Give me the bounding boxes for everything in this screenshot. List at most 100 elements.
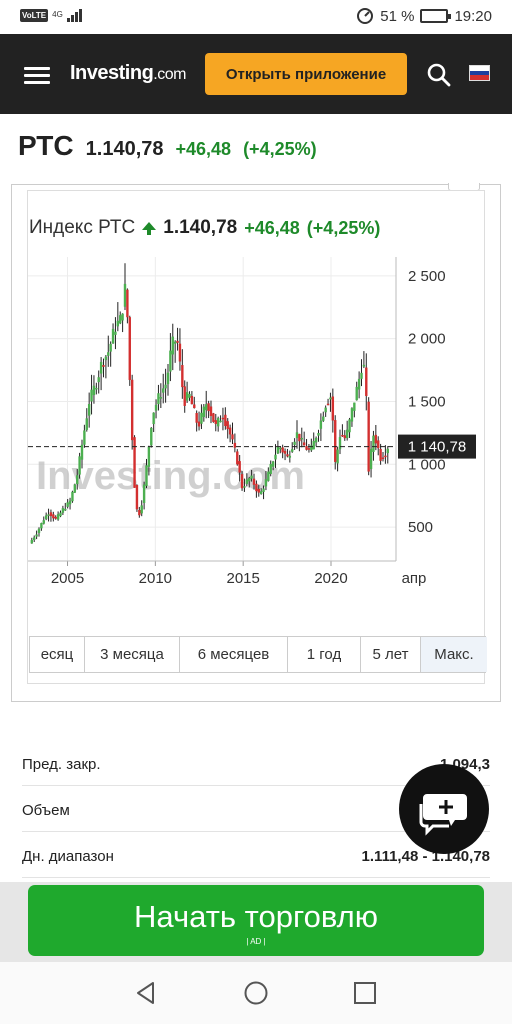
candle-body [216,418,220,427]
candle-body [269,463,272,475]
candle-body [162,388,165,393]
current-price-label: 1 140,78 [408,439,466,456]
candle-body [66,502,69,507]
candle-body [99,361,103,374]
candle-body [73,484,77,493]
stat-row-day-range: Дн. диапазон 1.111,48 - 1.140,78 [22,832,490,878]
candle-body [145,465,148,486]
start-trading-button[interactable]: Начать торговлю | AD | [28,885,484,956]
candle-body [59,512,62,517]
candle-body [150,427,153,446]
candle-body [271,461,275,467]
candle-body [226,421,229,430]
candle-body [130,379,134,441]
candle-body [40,523,43,529]
candle-body [207,403,210,412]
range-option[interactable]: 1 год [288,637,361,672]
candle-body [133,437,136,488]
range-option[interactable]: Макс. [421,637,487,672]
candle-body [197,421,201,427]
recents-icon[interactable] [352,980,378,1006]
candle-body [169,350,172,372]
candle-body [221,417,225,420]
range-option[interactable]: 3 месяца [85,637,180,672]
candle-body [334,420,337,462]
home-icon[interactable] [243,980,269,1006]
system-nav-bar [0,962,512,1024]
candle-body [293,441,296,445]
y-tick-label: 500 [408,519,433,536]
candle-body [317,432,320,436]
candle-body [102,365,105,367]
candle-body [300,437,303,440]
candle-body [345,429,349,439]
candle-body [157,393,160,405]
candle-body [154,404,158,411]
x-tick-label: 2015 [226,570,259,587]
candle-body [240,474,244,489]
candle-body [97,377,100,383]
candle-body [68,500,72,505]
candle-body [298,433,301,442]
quote-header: РТС 1.140,78 +46,48 (+4,25%) [18,130,317,162]
search-icon[interactable] [426,62,452,88]
clock: 19:20 [454,7,492,25]
current-price-badge [398,434,476,459]
investing-logo[interactable]: Investing.com [70,62,186,85]
stat-value: 1.111,48 - 1.140,78 [361,848,490,865]
candle-body [310,445,313,451]
open-app-button[interactable]: Открыть приложение [205,53,407,95]
candle-body [259,491,263,495]
candle-body [365,367,368,396]
menu-icon[interactable] [24,67,50,84]
candle-body [109,343,112,352]
candle-body [367,401,370,472]
range-option[interactable]: 5 лет [361,637,421,672]
candle-body [369,448,373,470]
instrument-price: 1.140,78 [85,138,164,160]
chat-fab-button[interactable] [399,764,489,854]
russia-flag-icon[interactable] [469,65,490,81]
candle-body [353,402,356,411]
app-header: Investing.com Открыть приложение [0,34,512,114]
candle-body [42,520,45,524]
candle-body [193,404,196,409]
candle-body [262,488,265,492]
candle-body [176,340,179,343]
candle-body [291,449,294,452]
ad-label: | AD | [246,937,266,946]
candle-body [135,485,139,510]
candle-body [181,365,184,388]
chart-change: +46,48 [244,217,300,238]
candle-body [200,412,203,424]
candle-body [281,447,284,453]
candle-body [188,393,191,398]
candle-body [90,389,93,402]
candle-body [95,387,98,390]
data-saver-icon [357,8,374,24]
battery-icon [420,9,452,23]
network-type: 4G [52,10,63,19]
candle-body [173,341,177,344]
range-option[interactable]: есяц [30,637,85,672]
candle-body [283,450,287,454]
candle-body [322,416,325,421]
candle-body [111,328,115,344]
candle-body [121,313,124,321]
candle-body [250,475,253,479]
candle-body [228,427,232,435]
candle-body [348,419,351,433]
candle-body [152,412,155,425]
price-chart[interactable]: Investing.com 2 500 2 000 1 500 1 000 500 200… [28,257,484,603]
candle-body [119,315,122,324]
candle-body [164,384,167,389]
candle-body [372,435,375,452]
candle-body [138,509,141,516]
candle-body [341,434,344,437]
volte-indicator: VoLTE [20,8,49,22]
y-tick-label: 1 000 [408,456,446,473]
back-icon[interactable] [133,980,159,1006]
candle-body [47,514,50,516]
range-option[interactable]: 6 месяцев [180,637,288,672]
candle-body [286,454,289,457]
